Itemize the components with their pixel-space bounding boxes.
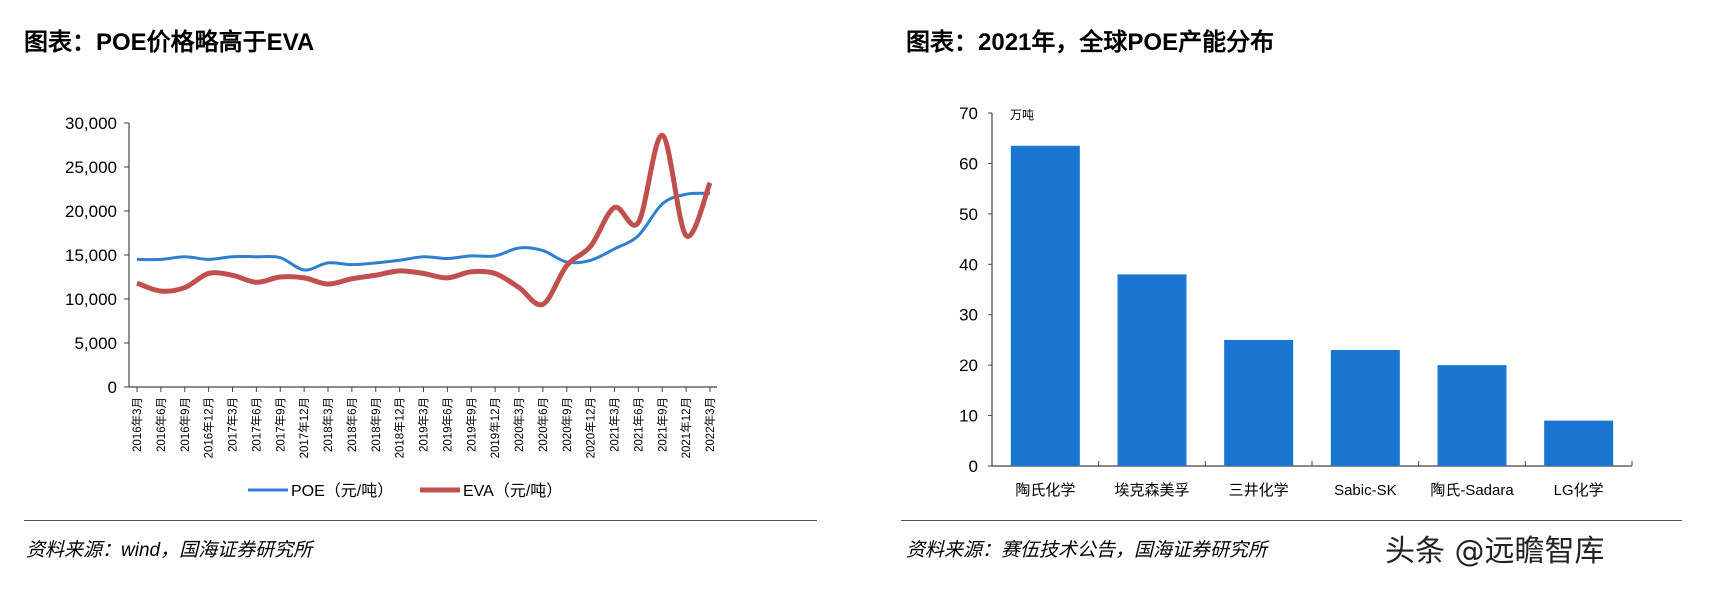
x-tick-label: 2020年6月	[536, 397, 550, 452]
x-tick-label: 2017年6月	[249, 397, 263, 452]
x-tick-label: 2017年12月	[297, 397, 311, 458]
x-tick-label: 2018年3月	[321, 397, 335, 452]
series-line-eva	[136, 132, 713, 308]
x-tick-label: 2016年3月	[130, 397, 144, 452]
x-tick-label: 2018年9月	[369, 397, 383, 452]
bar	[1010, 145, 1080, 466]
legend-label-eva: EVA（元/吨）	[463, 482, 562, 500]
x-tick-label: 2020年9月	[560, 397, 574, 452]
y-tick-label: 25,000	[65, 158, 117, 177]
watermark: 头条 @远瞻智库	[1385, 534, 1605, 569]
x-tick-label: 2019年12月	[488, 397, 502, 458]
x-tick-label: 2021年3月	[608, 397, 622, 452]
y-tick-label: 40	[959, 255, 978, 274]
x-tick-label: 三井化学	[1229, 482, 1289, 499]
x-tick-label: 2020年3月	[512, 397, 526, 452]
x-tick-label: 2019年6月	[440, 397, 454, 452]
x-tick-label: 2017年3月	[226, 397, 240, 452]
left-source: 资料来源：wind，国海证券研究所	[26, 540, 313, 561]
y-tick-label: 30	[959, 306, 978, 325]
x-tick-label: 2019年9月	[464, 397, 478, 452]
x-tick-label: 2016年6月	[154, 397, 168, 452]
bar	[1117, 274, 1187, 466]
bar	[1544, 420, 1614, 466]
x-tick-label: 2018年6月	[345, 397, 359, 452]
x-tick-label: Sabic-SK	[1334, 482, 1397, 499]
y-tick-label: 70	[959, 104, 978, 123]
y-tick-label: 50	[959, 205, 978, 224]
left-chart-title: 图表：POE价格略高于EVA	[24, 29, 315, 56]
y-tick-label: 15,000	[65, 246, 117, 265]
left-divider	[24, 520, 817, 521]
x-tick-label: 2020年12月	[584, 397, 598, 458]
x-tick-label: 2017年9月	[273, 397, 287, 452]
y-tick-label: 20,000	[65, 202, 117, 221]
bar	[1224, 339, 1294, 466]
x-tick-label: 2021年12月	[679, 397, 693, 458]
y-tick-label: 30,000	[65, 114, 117, 133]
y-tick-label: 5,000	[74, 334, 117, 353]
y-tick-label: 10,000	[65, 290, 117, 309]
x-tick-label: 2019年3月	[417, 397, 431, 452]
y-tick-label: 60	[959, 154, 978, 173]
y-tick-label: 0	[108, 378, 117, 397]
series-line-poe	[136, 191, 711, 272]
x-tick-label: 陶氏-Sadara	[1430, 482, 1514, 499]
x-tick-label: 2016年12月	[202, 397, 216, 458]
x-tick-label: 2018年12月	[393, 397, 407, 458]
x-tick-label: 陶氏化学	[1015, 482, 1075, 499]
x-tick-label: 2016年9月	[178, 397, 192, 452]
y-tick-label: 10	[959, 407, 978, 426]
x-tick-label: 2021年6月	[631, 397, 645, 452]
right-source: 资料来源：赛伍技术公告，国海证券研究所	[906, 540, 1268, 561]
y-tick-label: 0	[969, 457, 978, 476]
x-tick-label: 2021年9月	[655, 397, 669, 452]
legend-label-poe: POE（元/吨）	[291, 482, 393, 500]
bar	[1330, 350, 1400, 466]
right-chart-title: 图表：2021年，全球POE产能分布	[906, 29, 1275, 56]
y-tick-label: 20	[959, 356, 978, 375]
x-tick-label: 埃克森美孚	[1114, 482, 1189, 499]
x-tick-label: 2022年3月	[703, 397, 717, 452]
bar	[1437, 365, 1507, 466]
x-tick-label: LG化学	[1554, 482, 1604, 499]
right-divider	[901, 520, 1682, 521]
y-axis-unit: 万吨	[1010, 108, 1034, 122]
